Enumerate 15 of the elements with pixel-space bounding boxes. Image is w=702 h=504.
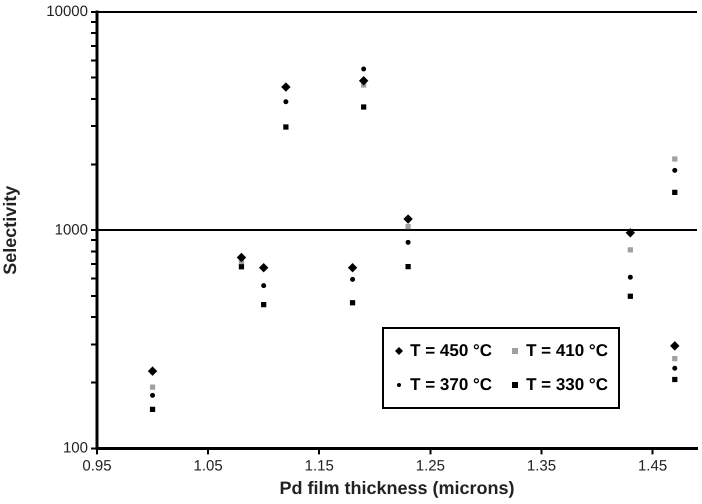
y-tick-label: 100 — [62, 440, 88, 457]
legend-label: T = 370 °C — [410, 375, 492, 395]
x-tick-label: 0.95 — [82, 458, 112, 475]
x-tick-label: 1.35 — [526, 458, 556, 475]
legend-label: T = 410 °C — [526, 341, 608, 361]
legend-label: T = 450 °C — [410, 341, 492, 361]
x-tick-label: 1.25 — [416, 458, 445, 475]
x-tick-label: 1.05 — [194, 458, 223, 475]
y-tick-label: 1000 — [54, 221, 88, 238]
y-axis-title: Selectivity — [0, 186, 20, 275]
x-tick-label: 1.45 — [638, 458, 668, 475]
x-axis-title: Pd film thickness (microns) — [279, 478, 515, 498]
x-tick-label: 1.15 — [304, 458, 334, 475]
legend-label: T = 330 °C — [526, 375, 608, 395]
y-tick-label: 10000 — [46, 3, 88, 20]
